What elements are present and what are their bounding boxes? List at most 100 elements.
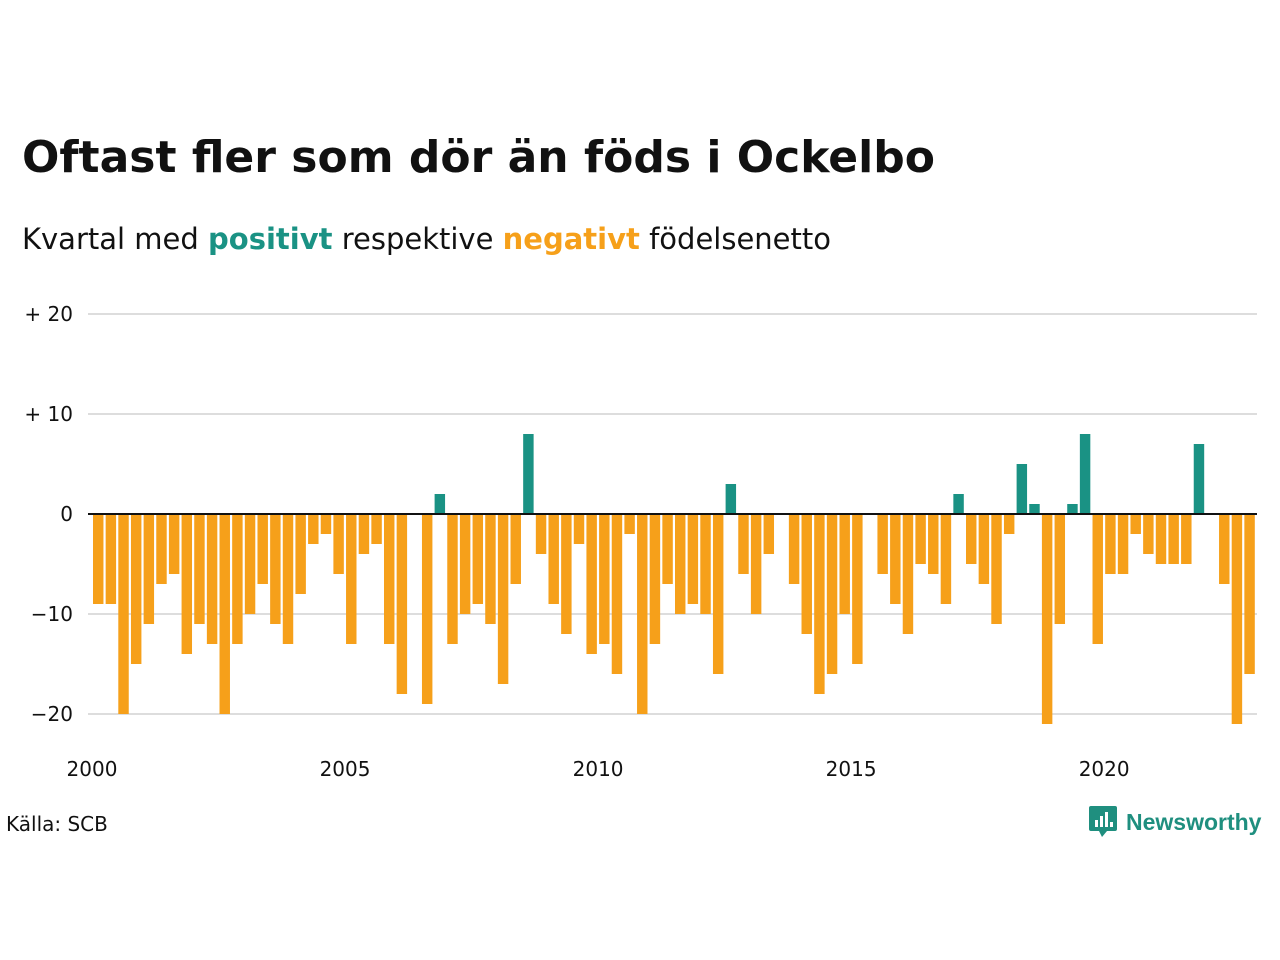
bar-2018Q2 [1016,464,1028,514]
bar-2012Q4 [738,514,749,574]
x-axis-ticks: 2000 2005 2010 2015 2020 [67,757,1130,781]
y-tick-label: 0 [60,502,73,526]
bar-2013Q2 [763,514,775,554]
bar-2005Q4 [384,514,395,644]
bar-2014Q2 [814,514,825,694]
bar-2015Q1 [852,514,863,664]
chart-subtitle: Kvartal med positivt respektive negativt… [22,222,831,256]
bar-2022Q3 [1231,514,1243,724]
bar-2001Q3 [168,514,180,574]
bar-2006Q3 [421,514,433,704]
bar-2002Q1 [194,514,205,624]
bar-2016Q4 [940,514,952,604]
bar-2010Q1 [599,514,610,644]
bar-2012Q3 [725,484,737,514]
bar-chart: + 20 + 10 0 −10 −20 2000 2005 2010 2015 2020 [24,302,1257,781]
y-tick-label: −10 [31,602,73,626]
bar-2003Q2 [257,514,268,584]
bar-2020Q3 [1130,514,1141,534]
bar-2000Q4 [130,514,142,664]
bar-2017Q1 [953,494,964,514]
subtitle-negative-word: negativt [502,222,640,256]
y-tick-label: + 10 [24,402,73,426]
bar-2014Q1 [801,514,812,634]
bar-2013Q1 [750,514,762,614]
bar-2011Q1 [649,514,661,644]
x-tick-label: 2020 [1079,757,1130,781]
newsworthy-logo-icon [1089,806,1117,837]
bar-2016Q3 [928,514,939,574]
bar-2010Q4 [637,514,648,714]
bar-2005Q2 [358,514,370,554]
bars [93,434,1255,724]
bar-2003Q4 [282,514,294,644]
source-credit: Källa: SCB [6,812,108,836]
bar-2019Q2 [1067,504,1078,514]
bar-2004Q4 [333,514,344,574]
bar-2009Q2 [561,514,572,634]
bar-2006Q4 [434,494,446,514]
bar-2011Q2 [662,514,673,584]
bar-2017Q2 [966,514,977,564]
bar-2007Q1 [447,514,458,644]
bar-2000Q1 [93,514,104,604]
bar-2018Q4 [1041,514,1053,724]
bar-2015Q3 [877,514,888,574]
bar-2008Q3 [523,434,534,514]
bar-2006Q1 [396,514,408,694]
subtitle-text-2: respektive [332,222,503,256]
bar-2002Q2 [206,514,218,644]
chart-title: Oftast fler som dör än föds i Ockelbo [22,132,935,183]
bar-2020Q4 [1143,514,1154,554]
bar-2009Q1 [548,514,559,604]
subtitle-text-3: födelsenetto [639,222,831,256]
bar-2019Q4 [1092,514,1103,644]
x-tick-label: 2015 [826,757,877,781]
bar-2012Q2 [712,514,724,674]
bar-2013Q4 [788,514,800,584]
bar-2002Q3 [219,514,230,714]
newsworthy-logo-text: Newsworthy [1126,808,1262,835]
bar-2007Q3 [472,514,484,604]
bar-2002Q4 [232,514,243,644]
bar-2007Q2 [459,514,471,614]
newsworthy-logo: Newsworthy [1088,804,1261,840]
bar-2000Q3 [118,514,129,714]
bar-2007Q4 [485,514,496,624]
y-tick-label: + 20 [24,302,73,326]
bar-2008Q2 [510,514,521,584]
bar-2005Q1 [346,514,357,644]
bar-2019Q1 [1054,514,1066,624]
y-axis-ticks: + 20 + 10 0 −10 −20 [24,302,73,726]
bar-2003Q1 [244,514,256,614]
bar-2014Q4 [839,514,850,614]
x-tick-label: 2000 [67,757,118,781]
bar-2014Q3 [826,514,838,674]
bar-2009Q3 [573,514,585,544]
subtitle-text-1: Kvartal med [22,222,209,256]
bar-2010Q3 [624,514,635,534]
bar-2018Q3 [1029,504,1040,514]
bar-2010Q2 [611,514,623,674]
bar-2021Q4 [1193,444,1205,514]
bar-2009Q4 [586,514,597,654]
bar-2020Q2 [1117,514,1129,574]
x-tick-label: 2005 [320,757,371,781]
bar-2011Q3 [675,514,686,614]
bar-2022Q4 [1244,514,1255,674]
y-tick-label: −20 [31,702,73,726]
bar-2021Q3 [1181,514,1192,564]
bar-2000Q2 [105,514,117,604]
bar-2019Q3 [1079,434,1091,514]
bar-2003Q3 [270,514,281,624]
bar-2001Q4 [181,514,193,654]
bar-2020Q1 [1105,514,1116,574]
bar-2011Q4 [687,514,699,604]
bar-2008Q1 [497,514,509,684]
bar-2001Q1 [143,514,155,624]
bar-2015Q4 [890,514,901,604]
x-tick-label: 2010 [573,757,624,781]
bar-2001Q2 [156,514,167,584]
bar-2005Q3 [371,514,382,544]
bar-2017Q4 [991,514,1002,624]
